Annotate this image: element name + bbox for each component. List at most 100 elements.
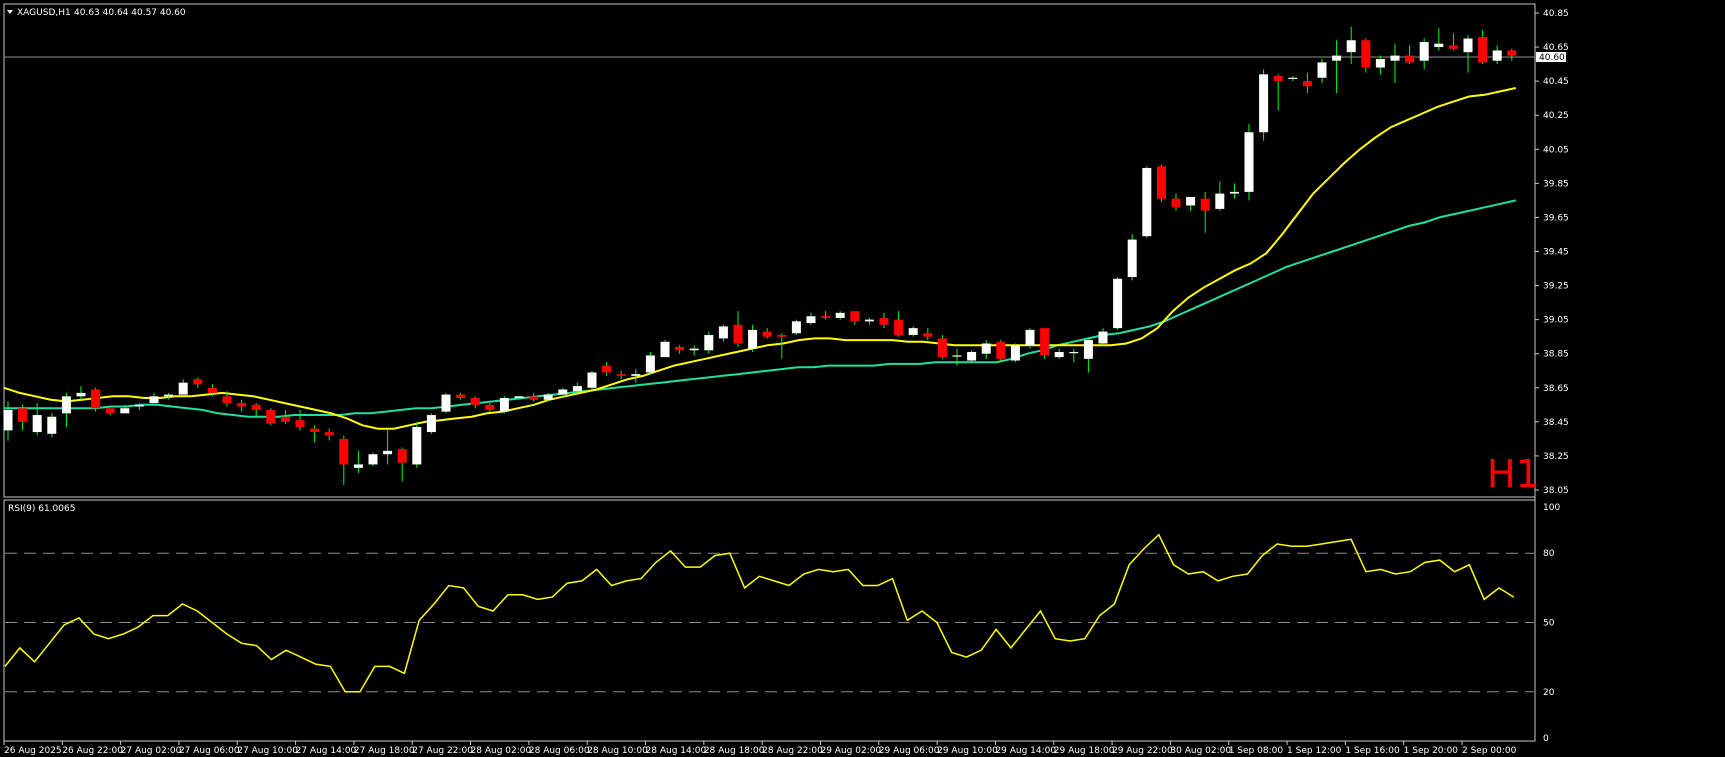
candle-body: [923, 333, 933, 337]
candle: [1098, 328, 1108, 346]
candle-body: [47, 416, 57, 434]
candle: [587, 370, 597, 390]
candle-body: [1215, 193, 1225, 209]
candle-body: [178, 382, 188, 395]
candle-body: [105, 408, 115, 414]
candle-body: [76, 392, 86, 397]
candle: [616, 370, 626, 380]
candle-body: [1098, 331, 1108, 344]
candle: [134, 403, 144, 410]
candle: [1054, 348, 1064, 359]
moving-averages: [3, 87, 1517, 430]
time-tick-label: 30 Aug 02:00: [1170, 746, 1231, 756]
candle: [660, 340, 670, 358]
time-tick-label: 28 Aug 22:00: [762, 746, 823, 756]
candle: [105, 408, 115, 416]
candle: [645, 352, 655, 375]
candle: [1361, 38, 1371, 73]
candles: [3, 26, 1517, 485]
candle: [558, 387, 568, 399]
candle-body: [1273, 76, 1283, 82]
time-tick-label: 2 Sep 00:00: [1462, 746, 1517, 756]
time-tick-label: 1 Sep 08:00: [1229, 746, 1284, 756]
candle: [426, 413, 436, 434]
rsi-levels: [5, 552, 1534, 693]
candle-body: [631, 374, 641, 376]
candle-body: [704, 334, 714, 351]
candle: [981, 340, 991, 359]
candle-body: [1302, 81, 1312, 87]
candle-body: [1113, 278, 1123, 329]
price-tick-label: 38.65: [1543, 384, 1569, 394]
candle-body: [1127, 239, 1137, 278]
candle-body: [91, 389, 101, 409]
candle-body: [850, 311, 860, 322]
candle: [1113, 277, 1123, 330]
candle-body: [266, 409, 276, 424]
rsi-label: RSI(9) 61.0065: [8, 504, 75, 514]
time-tick-label: 27 Aug 18:00: [354, 746, 415, 756]
rsi-tick-label: 0: [1543, 734, 1549, 744]
candle: [952, 348, 962, 366]
candle: [1478, 30, 1488, 65]
candle: [1492, 45, 1502, 65]
candle-body: [1025, 329, 1035, 346]
candle: [1332, 40, 1342, 94]
current-price-label: 40.60: [1539, 53, 1565, 63]
candle-body: [1419, 41, 1429, 61]
candle: [3, 401, 13, 441]
candle-body: [485, 404, 495, 410]
rsi-axis: 100 80 50 20 0: [1543, 503, 1560, 744]
candle: [310, 425, 320, 443]
candle-body: [733, 324, 743, 344]
candle-body: [397, 449, 407, 463]
price-tick-label: 40.65: [1543, 43, 1569, 53]
candle: [485, 403, 495, 412]
ma-slow-line: [4, 199, 1517, 418]
candle: [1069, 348, 1079, 363]
candle-body: [791, 321, 801, 334]
candle: [1434, 28, 1444, 51]
candle-body: [1259, 74, 1269, 133]
time-tick-label: 27 Aug 22:00: [412, 746, 473, 756]
candle-body: [456, 394, 466, 399]
candle: [864, 317, 874, 325]
candle-body: [412, 426, 422, 465]
symbol-dropdown-icon[interactable]: [7, 10, 13, 14]
candle: [821, 311, 831, 320]
candle-body: [602, 365, 612, 373]
time-tick-label: 1 Sep 16:00: [1345, 746, 1400, 756]
candle: [675, 345, 685, 354]
candle: [850, 311, 860, 325]
candle-body: [441, 394, 451, 412]
candle-body: [1054, 352, 1064, 358]
candle-body: [1507, 50, 1517, 56]
candle-body: [207, 387, 217, 393]
candle-body: [821, 316, 831, 318]
candle: [61, 392, 71, 427]
rsi-frame: [3, 499, 1536, 742]
candle-body: [426, 415, 436, 433]
candle: [207, 384, 217, 397]
candle: [339, 435, 349, 485]
candle: [718, 324, 728, 342]
candle: [1025, 328, 1035, 349]
candle: [1390, 43, 1400, 83]
rsi-line: [4, 533, 1515, 693]
candle-body: [18, 408, 28, 422]
candle: [368, 452, 378, 467]
price-tick-label: 40.05: [1543, 145, 1569, 155]
candle: [353, 450, 363, 473]
candle: [1171, 193, 1181, 211]
candle-body: [1069, 352, 1079, 354]
candle: [1200, 191, 1210, 233]
price-tick-label: 38.85: [1543, 350, 1569, 360]
time-tick-label: 28 Aug 02:00: [471, 746, 532, 756]
candle-body: [543, 394, 553, 400]
candle-body: [1361, 40, 1371, 68]
candle-body: [1083, 340, 1093, 359]
time-tick-label: 29 Aug 22:00: [1112, 746, 1173, 756]
candle-body: [660, 341, 670, 358]
candle-body: [339, 438, 349, 465]
